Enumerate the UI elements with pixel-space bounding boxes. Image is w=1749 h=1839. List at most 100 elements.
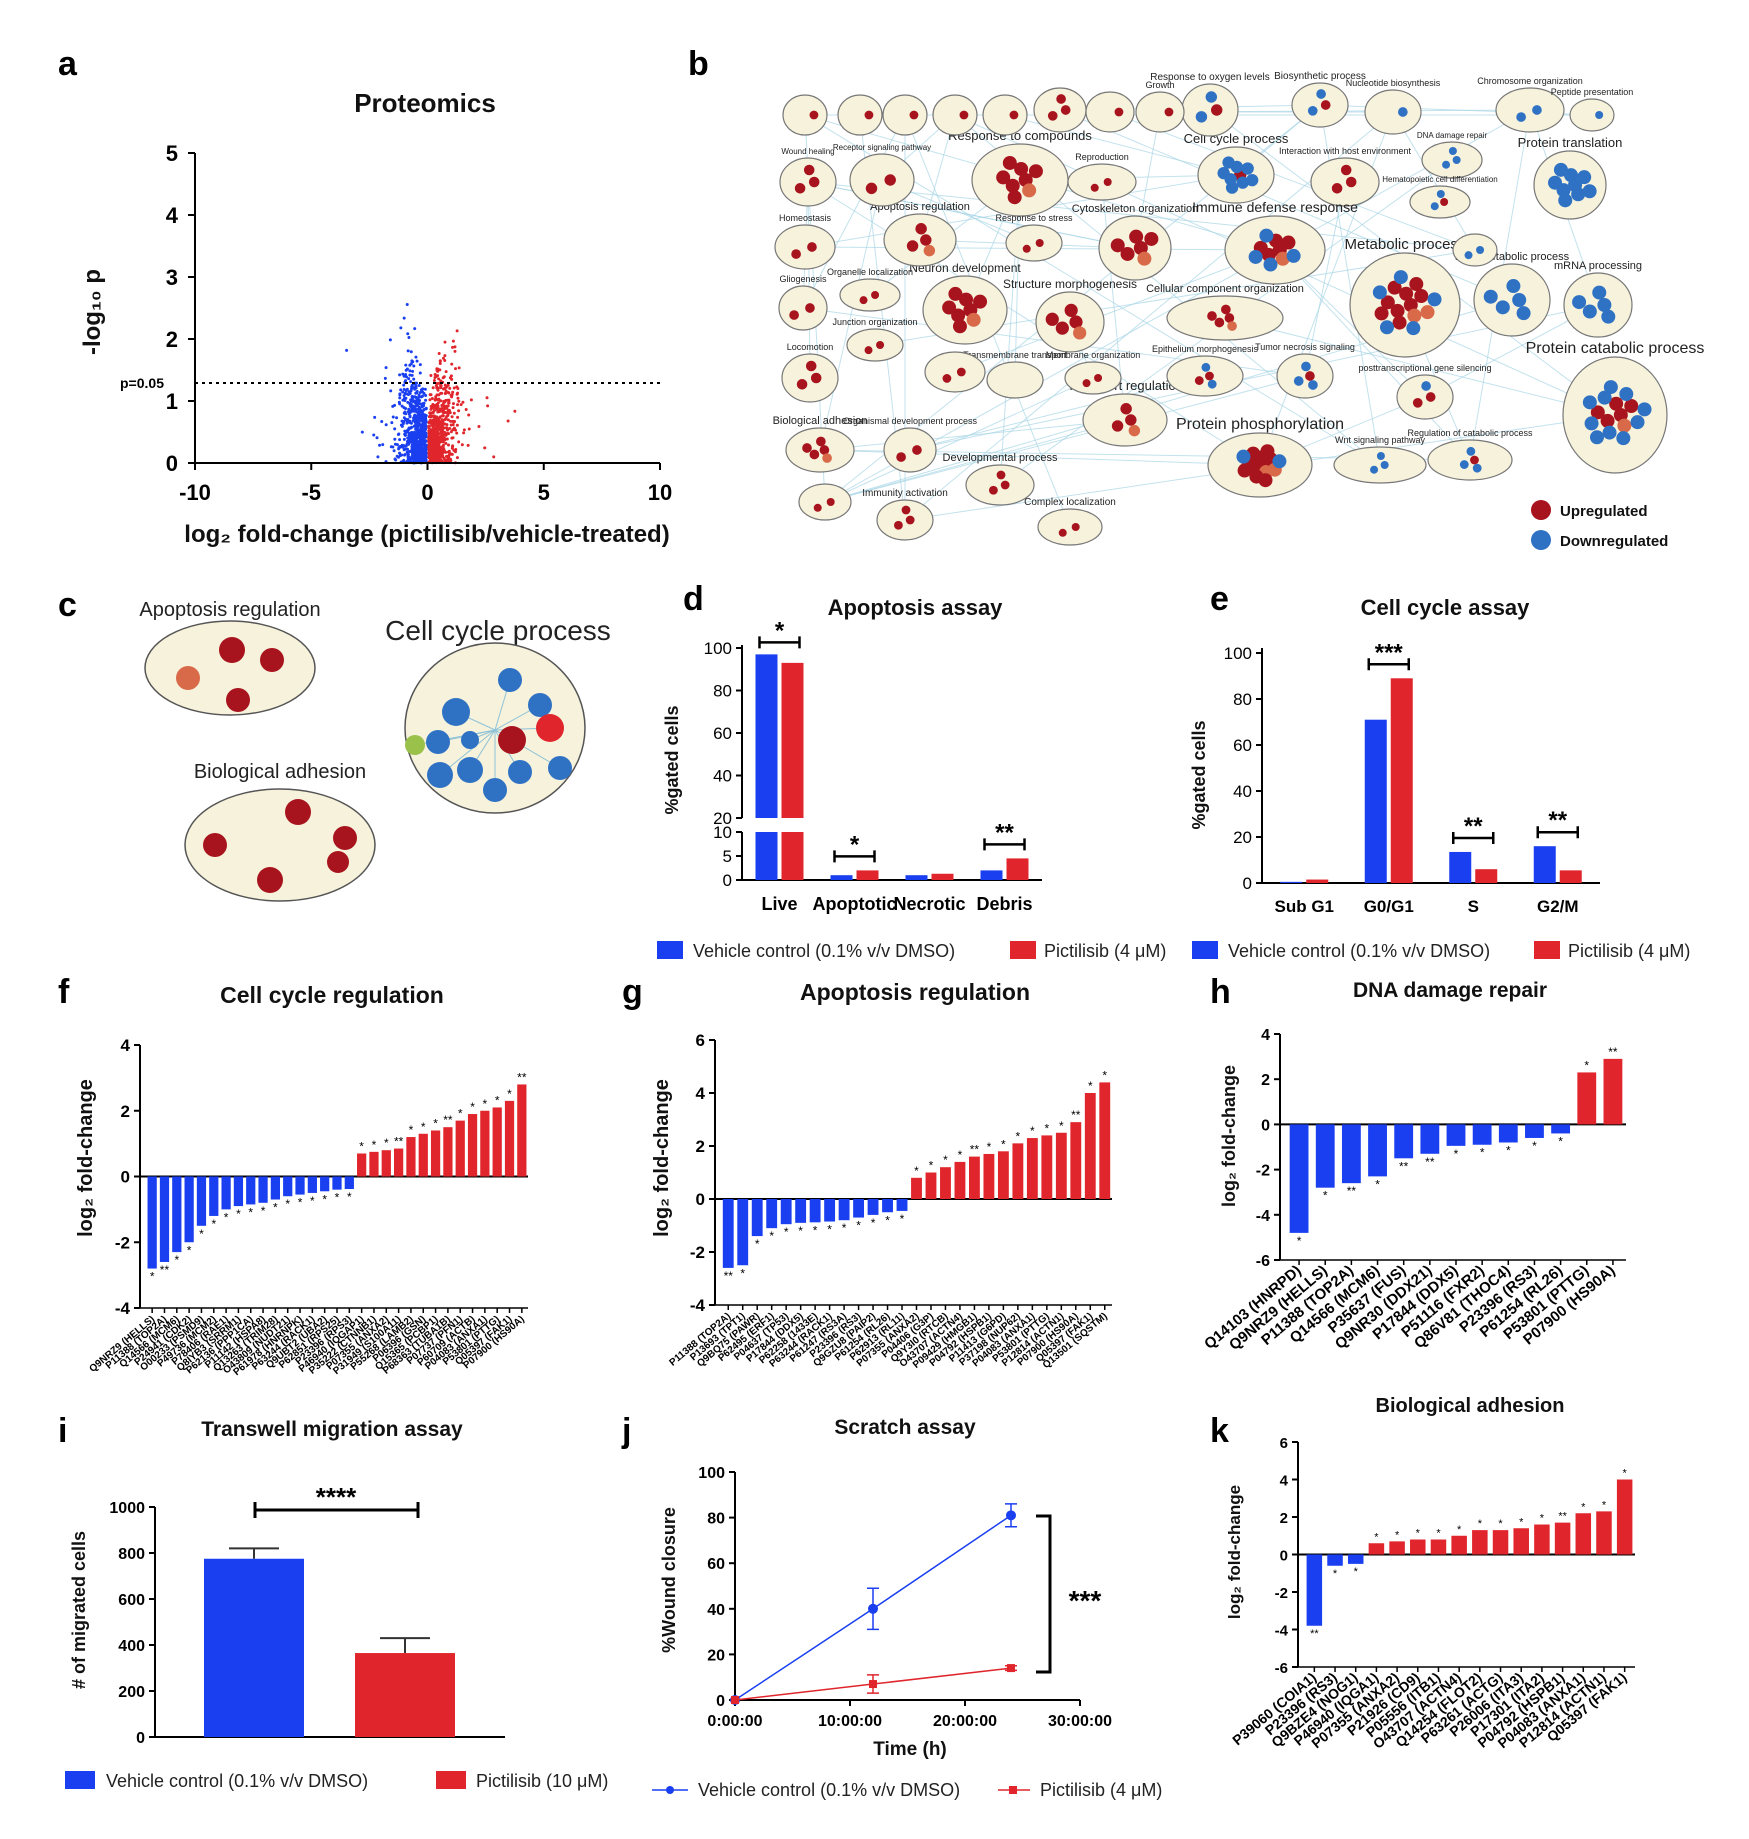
c-cellcycle-title: Cell cycle process [385, 615, 611, 646]
network-node-down [1506, 279, 1521, 294]
network-node-up [1345, 176, 1357, 188]
network-node-down [1472, 463, 1482, 473]
j-xtick-label: 0:00:00 [707, 1713, 762, 1730]
network-cluster [1067, 163, 1137, 201]
d-bar [905, 875, 928, 880]
volcano-point-down [416, 433, 420, 437]
a-xtick-label: 5 [538, 480, 550, 505]
volcano-point-up [439, 447, 443, 451]
volcano-point-up [445, 423, 449, 427]
network-node-down [1372, 285, 1387, 300]
network-cluster-label: Immunity activation [862, 488, 948, 499]
g-chart-bar [983, 1153, 995, 1199]
f-chart-bar [209, 1176, 219, 1216]
volcano-point-down [372, 433, 376, 437]
k-chart-sig-label: * [1519, 1516, 1524, 1528]
network-node-up [1133, 241, 1148, 255]
k-chart-bar [1368, 1543, 1385, 1555]
network-node-up [1609, 396, 1624, 411]
f-chart-sig-label: * [211, 1217, 216, 1231]
network-node-up [1227, 321, 1237, 331]
j-ytick-label: 0 [716, 1693, 725, 1710]
volcano-point-up [443, 383, 447, 387]
network-cluster-label: Structure morphogenesis [1003, 277, 1137, 291]
network-node-up [1194, 376, 1204, 385]
d-sig-label: * [775, 617, 785, 644]
volcano-point-down [414, 355, 418, 359]
network-node-up [1128, 424, 1141, 437]
network-node-up [1613, 408, 1628, 422]
k-chart-ytick-label: -2 [1275, 1585, 1288, 1602]
f-chart-bar [233, 1176, 244, 1207]
network-node-up [1110, 238, 1125, 253]
c-node [257, 867, 283, 893]
volcano-point-down [415, 381, 419, 385]
network-node-up [894, 520, 903, 530]
h-chart-ytick-label: -2 [1256, 1163, 1270, 1180]
chart-e-ylabel: %gated cells [1189, 720, 1209, 829]
network-cluster-label: Protein translation [1518, 135, 1623, 150]
volcano-point-up [486, 404, 490, 408]
g-chart-sig-label: * [784, 1225, 789, 1239]
network-node-down [1205, 91, 1218, 103]
c-node [461, 731, 479, 749]
c-node [483, 778, 507, 802]
c-node [427, 762, 453, 788]
network-cluster [1421, 141, 1483, 179]
network-node-down [1572, 295, 1587, 310]
volcano-point-up [428, 420, 432, 424]
network-node-up [1340, 164, 1352, 176]
network-node-up [1125, 414, 1137, 426]
f-chart-sig-label: * [248, 1205, 253, 1219]
network-node-up [1164, 107, 1174, 117]
g-chart-ytick-label: 0 [696, 1190, 705, 1209]
network-node-up [816, 436, 826, 447]
network-node-up [1275, 251, 1290, 266]
network-node-down [1442, 160, 1451, 169]
j-ytick-label: 80 [707, 1511, 725, 1528]
panel-label-b: b [688, 45, 709, 83]
volcano-point-up [455, 423, 459, 427]
network-node-down [1436, 189, 1445, 198]
network-node-down [1516, 306, 1531, 321]
volcano-point-down [421, 440, 425, 444]
volcano-point-down [406, 410, 410, 414]
volcano-point-down [402, 374, 406, 378]
g-chart-sig-label: * [1001, 1137, 1006, 1151]
g-chart-sig-label: * [1059, 1119, 1064, 1133]
network-cluster-label: Locomotion [787, 342, 834, 352]
network-node-up [1392, 315, 1407, 330]
network-node-up [864, 346, 873, 355]
network-cluster [782, 94, 828, 136]
network-cluster [883, 427, 937, 473]
volcano-point-up [436, 453, 440, 457]
legend-i-drug: Pictilisib (10 μM) [476, 1771, 608, 1791]
volcano-point-down [417, 450, 421, 454]
network-cluster-label: Neuron development [909, 261, 1021, 275]
network-cluster [924, 351, 986, 393]
f-chart-sig-label: * [273, 1201, 278, 1215]
volcano-point-down [401, 445, 405, 449]
chart-i-plot: 0 200 400 600 800 1000 **** [109, 1482, 505, 1747]
network-node-up [1281, 235, 1296, 250]
threshold-label: p=0.05 [120, 375, 164, 391]
e-bar [1533, 846, 1556, 883]
f-chart-bar [344, 1176, 354, 1189]
network-node-up [948, 286, 963, 301]
network-node-down [1495, 300, 1510, 315]
network-cluster [1409, 185, 1471, 219]
volcano-point-up [431, 428, 435, 432]
network-cluster-label: Peptide presentation [1551, 87, 1634, 97]
volcano-point-up [450, 395, 454, 399]
a-xtick-label: -5 [301, 480, 321, 505]
volcano-point-up [431, 453, 435, 457]
c-node [498, 668, 522, 692]
network-node-up [808, 176, 820, 188]
volcano-point-up [435, 436, 439, 440]
volcano-point-down [412, 405, 416, 409]
network-node-up [1420, 305, 1435, 320]
j-xtick-label: 20:00:00 [933, 1713, 997, 1730]
f-chart-sig-label: * [285, 1197, 290, 1211]
volcano-point-down [413, 430, 417, 434]
